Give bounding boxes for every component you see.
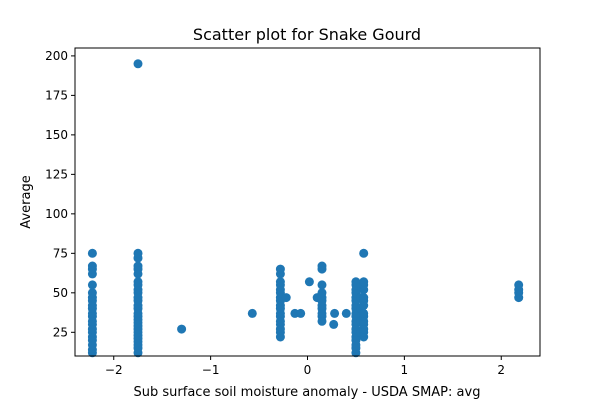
- x-tick-label: −2: [105, 363, 123, 377]
- y-tick-label: 200: [45, 49, 68, 63]
- data-point-15: [87, 288, 97, 298]
- y-tick-label: 150: [45, 128, 68, 142]
- data-point-48: [177, 324, 187, 334]
- data-point-116: [359, 308, 369, 318]
- y-ticks: 25 50 75 100 125 150 175 200: [45, 49, 75, 339]
- data-point-49: [247, 308, 257, 318]
- data-point-19: [87, 261, 97, 271]
- points-layer: [87, 59, 524, 358]
- data-point-122: [359, 277, 369, 287]
- data-point-47: [133, 59, 143, 69]
- x-tick-label: 1: [401, 363, 409, 377]
- data-point-127: [514, 280, 524, 290]
- data-point-80: [317, 280, 327, 290]
- chart-title: Scatter plot for Snake Gourd: [193, 25, 421, 44]
- x-tick-label: 0: [304, 363, 312, 377]
- data-point-16: [87, 280, 97, 290]
- x-tick-label: −1: [202, 363, 220, 377]
- x-tick-label: 2: [497, 363, 505, 377]
- data-point-119: [359, 293, 369, 303]
- data-point-67: [281, 293, 291, 303]
- y-tick-label: 125: [45, 167, 68, 181]
- data-point-41: [133, 277, 143, 287]
- data-point-82: [317, 261, 327, 271]
- y-tick-label: 175: [45, 88, 68, 102]
- y-axis-label: Average: [19, 175, 34, 228]
- x-axis-label: Sub surface soil moisture anomaly - USDA…: [134, 385, 481, 400]
- data-point-84: [330, 308, 340, 318]
- y-tick-label: 25: [53, 325, 68, 339]
- y-tick-label: 50: [53, 286, 68, 300]
- data-point-64: [275, 277, 285, 287]
- plot-frame: [74, 47, 541, 357]
- data-point-79: [317, 288, 327, 298]
- data-point-20: [87, 248, 97, 258]
- data-point-66: [275, 264, 285, 274]
- data-point-69: [296, 308, 306, 318]
- data-point-85: [341, 308, 351, 318]
- x-ticks: −2 −1 0 1 2: [105, 356, 505, 377]
- data-point-70: [304, 277, 314, 287]
- data-point-83: [329, 319, 339, 329]
- data-point-123: [359, 248, 369, 258]
- data-point-44: [133, 261, 143, 271]
- data-point-46: [133, 248, 143, 258]
- y-tick-label: 75: [53, 246, 68, 260]
- y-tick-label: 100: [45, 207, 68, 221]
